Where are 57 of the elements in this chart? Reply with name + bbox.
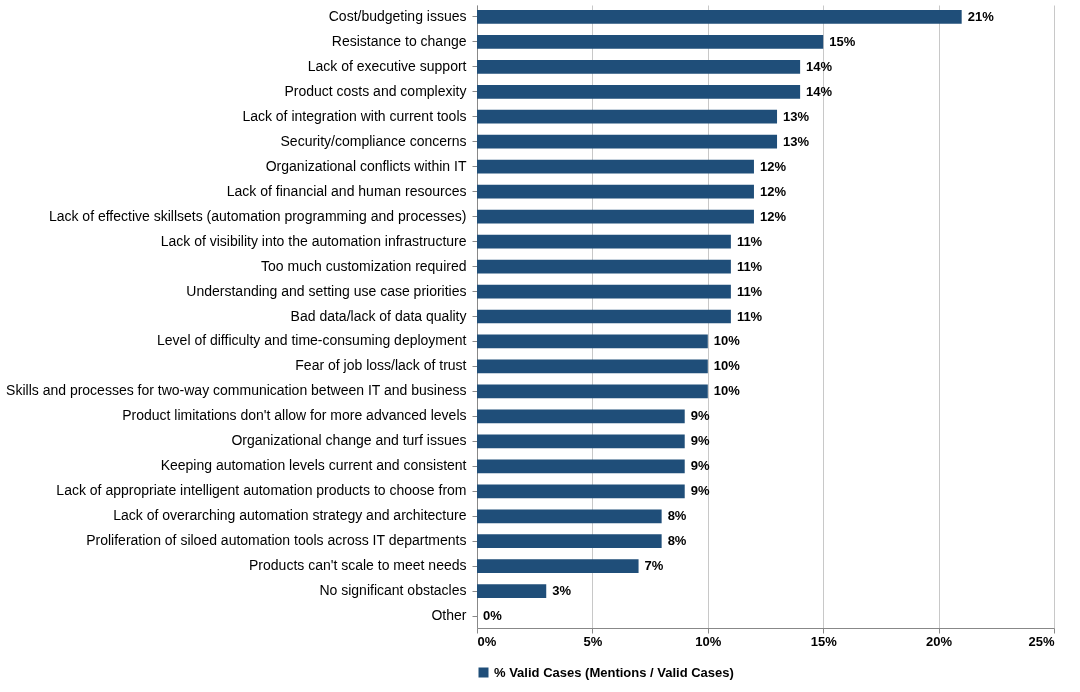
text: 9% (690, 458, 710, 474)
y-tick-label: Product limitations don't allow for more advanced levels (122, 407, 467, 424)
y-tick-label: Too much customization required (261, 257, 467, 274)
y-tick-label: Skills and processes for two-way communication between IT and business (6, 382, 467, 399)
text: 10% (713, 358, 740, 374)
text: 10% (713, 333, 740, 349)
text: 11% (736, 308, 763, 324)
text: 12% (759, 183, 786, 199)
legend-label: % Valid Cases (Mentions / Valid Cases) (494, 664, 734, 680)
y-tick-label: Lack of effective skillsets (automation programming and processes) (48, 207, 467, 224)
text: 14% (806, 58, 833, 74)
x-tick-label: 25% (1028, 633, 1055, 649)
text: 14% (806, 83, 833, 99)
text: 9% (690, 433, 710, 449)
text: 13% (783, 133, 810, 149)
y-tick-label: Other (431, 607, 467, 624)
text: 7% (644, 558, 664, 574)
text: 3% (552, 583, 572, 599)
text: 9% (690, 483, 710, 499)
y-tick-label: Lack of appropriate intelligent automation products to choose from (56, 482, 467, 499)
y-tick-label: Products can't scale to meet needs (249, 557, 467, 574)
y-tick-label: No significant obstacles (319, 582, 467, 599)
text: 21% (967, 8, 994, 24)
y-tick-label: Lack of visibility into the automation infrastructure (160, 232, 467, 249)
y-tick-label: Security/compliance concerns (280, 132, 467, 149)
x-tick-label: 10% (695, 633, 722, 649)
text: 12% (759, 208, 786, 224)
text: 13% (783, 108, 810, 124)
text: 11% (736, 233, 763, 249)
y-tick-label: Cost/budgeting issues (328, 7, 467, 24)
y-tick-label: Organizational conflicts within IT (265, 157, 467, 174)
x-tick-label: 15% (810, 633, 838, 649)
y-tick-label: Understanding and setting use case priorities (186, 282, 467, 299)
text: 8% (667, 533, 687, 549)
text: 11% (736, 258, 763, 274)
y-tick-label: Lack of financial and human resources (226, 182, 467, 199)
y-tick-label: Resistance to change (331, 32, 467, 49)
text: 0% (483, 608, 502, 624)
y-tick-label: Level of difficulty and time-consuming deployment (157, 332, 467, 349)
y-tick-label: Proliferation of siloed automation tools across IT departments (86, 532, 467, 549)
text: 11% (736, 283, 763, 299)
x-tick-label: 0% (477, 633, 497, 649)
y-tick-label: Product costs and complexity (284, 82, 467, 99)
text: 8% (667, 508, 687, 524)
y-tick-label: Keeping automation levels current and consistent (160, 457, 467, 474)
text: 9% (690, 408, 710, 424)
y-tick-label: Organizational change and turf issues (231, 432, 467, 449)
y-tick-label: Lack of overarching automation strategy and architecture (113, 507, 467, 524)
y-tick-label: Bad data/lack of data quality (290, 307, 467, 324)
x-tick-label: 20% (926, 633, 953, 649)
text: 10% (713, 383, 740, 399)
text: 12% (759, 158, 786, 174)
y-tick-label: Lack of executive support (307, 57, 467, 74)
y-tick-label: Lack of integration with current tools (242, 107, 467, 124)
y-tick-label: Fear of job loss/lack of trust (295, 357, 467, 374)
x-tick-label: 5% (583, 633, 603, 649)
text: 15% (829, 33, 856, 49)
